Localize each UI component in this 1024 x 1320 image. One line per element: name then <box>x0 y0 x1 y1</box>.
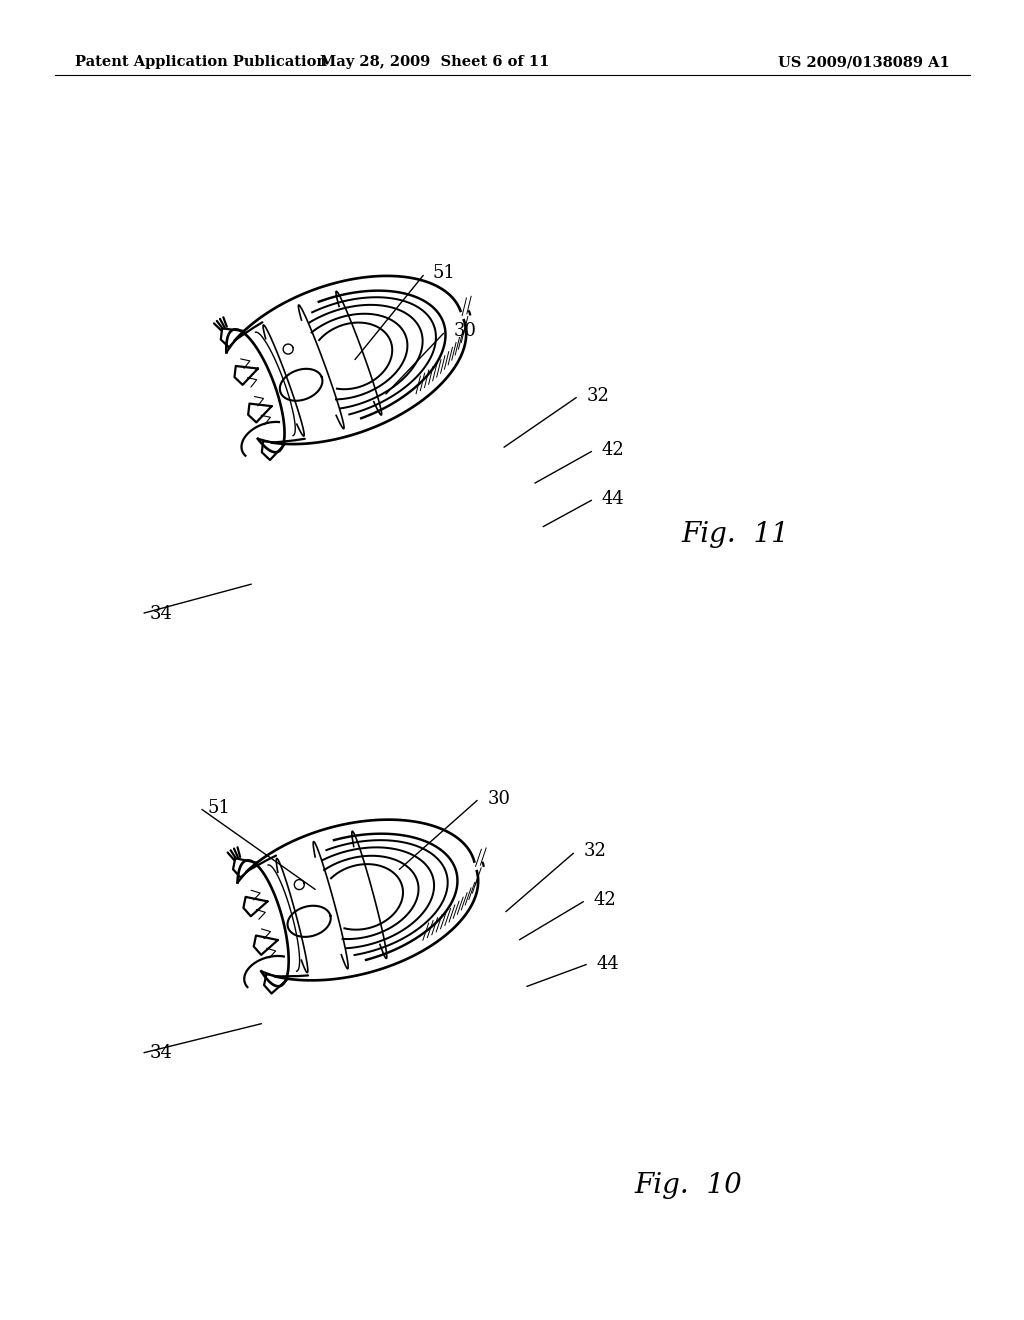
Text: Patent Application Publication: Patent Application Publication <box>75 55 327 69</box>
Text: US 2009/0138089 A1: US 2009/0138089 A1 <box>778 55 950 69</box>
Text: 51: 51 <box>208 799 230 817</box>
Text: 44: 44 <box>602 490 625 508</box>
Text: Fig.  11: Fig. 11 <box>681 521 788 548</box>
Text: 44: 44 <box>597 954 620 973</box>
Text: 30: 30 <box>487 789 510 808</box>
Text: May 28, 2009  Sheet 6 of 11: May 28, 2009 Sheet 6 of 11 <box>321 55 550 69</box>
Text: 42: 42 <box>594 891 616 909</box>
Text: Fig.  10: Fig. 10 <box>635 1172 742 1199</box>
Text: 34: 34 <box>150 1044 172 1063</box>
Text: 51: 51 <box>433 264 456 282</box>
Text: 42: 42 <box>602 441 625 459</box>
Text: 32: 32 <box>587 387 609 405</box>
Text: 30: 30 <box>454 322 476 341</box>
Text: 34: 34 <box>150 605 172 623</box>
Text: 32: 32 <box>584 842 606 861</box>
